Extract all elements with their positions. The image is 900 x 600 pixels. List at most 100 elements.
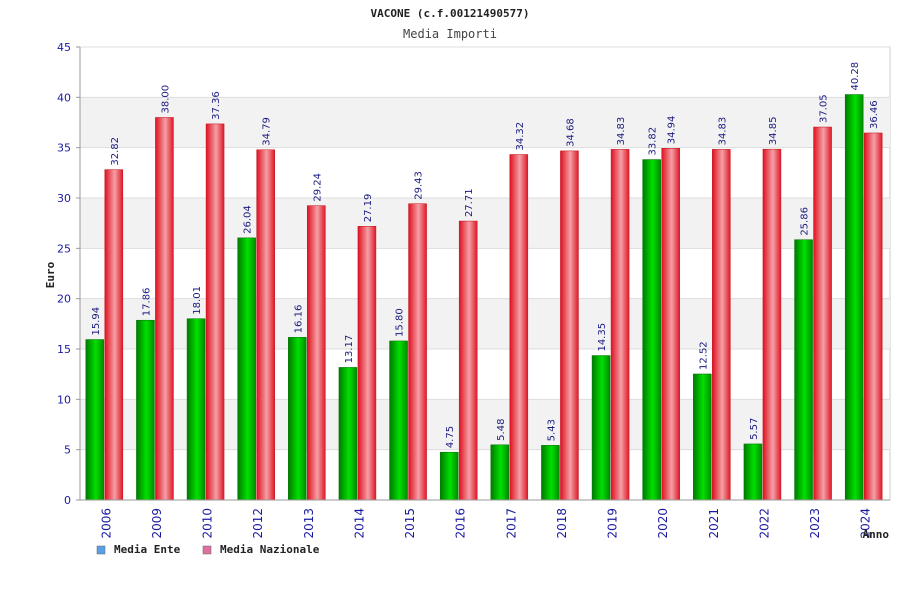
data-label: 34.68 (565, 118, 576, 147)
x-axis-label: Anno (863, 528, 890, 541)
bars: 15.94 32.82 17.86 38.00 18.01 37.36 26.04 34.79… (85, 62, 883, 501)
data-label: 14.35 (597, 323, 608, 352)
data-label: 29.24 (312, 173, 323, 202)
bar-media-nazionale-2014 (357, 226, 377, 501)
bar-media-ente-2012 (237, 237, 256, 501)
x-tick-label: 2024 (859, 508, 873, 539)
x-tick-label: 2013 (302, 508, 316, 539)
data-label: 33.82 (648, 127, 659, 156)
x-tick-label: 2016 (454, 508, 468, 539)
bar-media-ente-2015 (389, 340, 408, 501)
y-tick-label: 10 (57, 393, 71, 406)
legend-swatch-media-nazionale (202, 545, 212, 555)
x-tick-label: 2018 (555, 508, 569, 539)
data-label: 34.94 (667, 116, 678, 145)
bar-media-ente-2021 (693, 373, 712, 501)
bar-media-nazionale-2020 (661, 148, 680, 501)
bar-media-nazionale-2019 (610, 149, 630, 501)
legend: Media Ente Media Nazionale (96, 543, 320, 556)
bar-media-nazionale-2017 (509, 154, 529, 501)
data-label: 36.46 (869, 100, 880, 129)
bar-media-nazionale-2018 (560, 150, 579, 501)
legend-label-media-nazionale: Media Nazionale (220, 543, 320, 556)
bar-media-ente-2013 (288, 337, 307, 501)
bar-media-ente-2009 (136, 319, 155, 501)
y-tick-label: 5 (64, 444, 71, 457)
bar-media-nazionale-2021 (712, 149, 731, 501)
bar-media-ente-2020 (642, 159, 661, 501)
data-label: 32.82 (110, 137, 121, 166)
data-label: 5.48 (496, 419, 507, 441)
data-label: 38.00 (160, 85, 171, 114)
x-tick-label: 2022 (757, 508, 771, 539)
data-label: 4.75 (445, 426, 456, 448)
bar-media-nazionale-2012 (256, 149, 275, 501)
x-tick-label: 2017 (504, 508, 518, 539)
x-tick-label: 2021 (707, 508, 721, 539)
x-tick-label: 2009 (150, 508, 164, 539)
chart-subtitle: Media Importi (403, 27, 497, 41)
x-tick-label: 2015 (403, 508, 417, 539)
bar-media-ente-2014 (338, 367, 358, 501)
data-label: 25.86 (800, 207, 811, 236)
data-label: 37.05 (819, 94, 830, 123)
bar-media-ente-2019 (591, 355, 611, 501)
bar-media-nazionale-2024 (863, 132, 883, 501)
data-label: 15.80 (395, 308, 406, 337)
x-tick-label: 2014 (352, 508, 366, 539)
legend-label-media-ente: Media Ente (114, 543, 181, 556)
data-label: 15.94 (91, 307, 102, 336)
bar-media-nazionale-2010 (205, 123, 225, 501)
y-tick-label: 35 (57, 142, 71, 155)
y-tick-label: 40 (57, 91, 71, 104)
x-tick-label: 2006 (99, 508, 113, 539)
bar-media-nazionale-2023 (813, 126, 832, 501)
bar-media-nazionale-2015 (408, 203, 427, 501)
data-label: 12.52 (698, 341, 709, 370)
bar-media-nazionale-2022 (762, 148, 782, 501)
data-label: 34.83 (717, 117, 728, 146)
bar-media-ente-2017 (490, 444, 510, 501)
data-label: 26.04 (243, 205, 254, 234)
y-tick-label: 20 (57, 293, 71, 306)
x-axis: 2006 2009 2010 2012 2013 2014 2015 2016 2017 2018… (80, 499, 890, 539)
data-label: 34.83 (616, 117, 627, 146)
data-label: 40.28 (850, 62, 861, 91)
data-label: 27.19 (363, 194, 374, 223)
data-label: 13.17 (344, 335, 355, 364)
y-tick-label: 45 (57, 41, 71, 54)
data-label: 29.43 (414, 171, 425, 200)
bar-media-ente-2016 (439, 451, 459, 501)
bar-media-ente-2022 (743, 443, 763, 501)
bar-media-ente-2006 (85, 339, 105, 501)
y-tick-label: 30 (57, 192, 71, 205)
data-label: 18.01 (192, 286, 203, 315)
bar-media-nazionale-2006 (104, 169, 124, 501)
bar-media-ente-2010 (186, 318, 206, 501)
y-tick-label: 0 (64, 494, 71, 507)
data-label: 37.36 (211, 91, 222, 120)
x-tick-label: 2019 (606, 508, 620, 539)
data-label: 34.79 (262, 117, 273, 146)
bar-media-nazionale-2016 (458, 220, 478, 501)
data-label: 27.71 (464, 188, 475, 217)
bar-media-nazionale-2013 (307, 205, 326, 501)
x-tick-label: 2023 (808, 508, 822, 539)
y-axis: 0 5 10 15 20 25 30 35 40 45 (57, 41, 81, 507)
data-label: 16.16 (293, 305, 304, 334)
x-tick-label: 2012 (251, 508, 265, 539)
bar-media-nazionale-2009 (155, 117, 174, 501)
y-axis-label: Euro (44, 261, 57, 288)
data-label: 17.86 (141, 288, 152, 317)
data-label: 5.43 (546, 419, 557, 441)
legend-swatch-media-ente (96, 545, 106, 555)
y-tick-label: 25 (57, 242, 71, 255)
y-tick-label: 15 (57, 343, 71, 356)
chart-title: VACONE (c.f.00121490577) (371, 7, 530, 20)
bar-media-ente-2018 (541, 445, 560, 501)
bar-media-ente-2024 (844, 94, 864, 501)
data-label: 5.57 (749, 418, 760, 440)
bar-media-ente-2023 (794, 239, 813, 501)
data-label: 34.32 (515, 122, 526, 151)
